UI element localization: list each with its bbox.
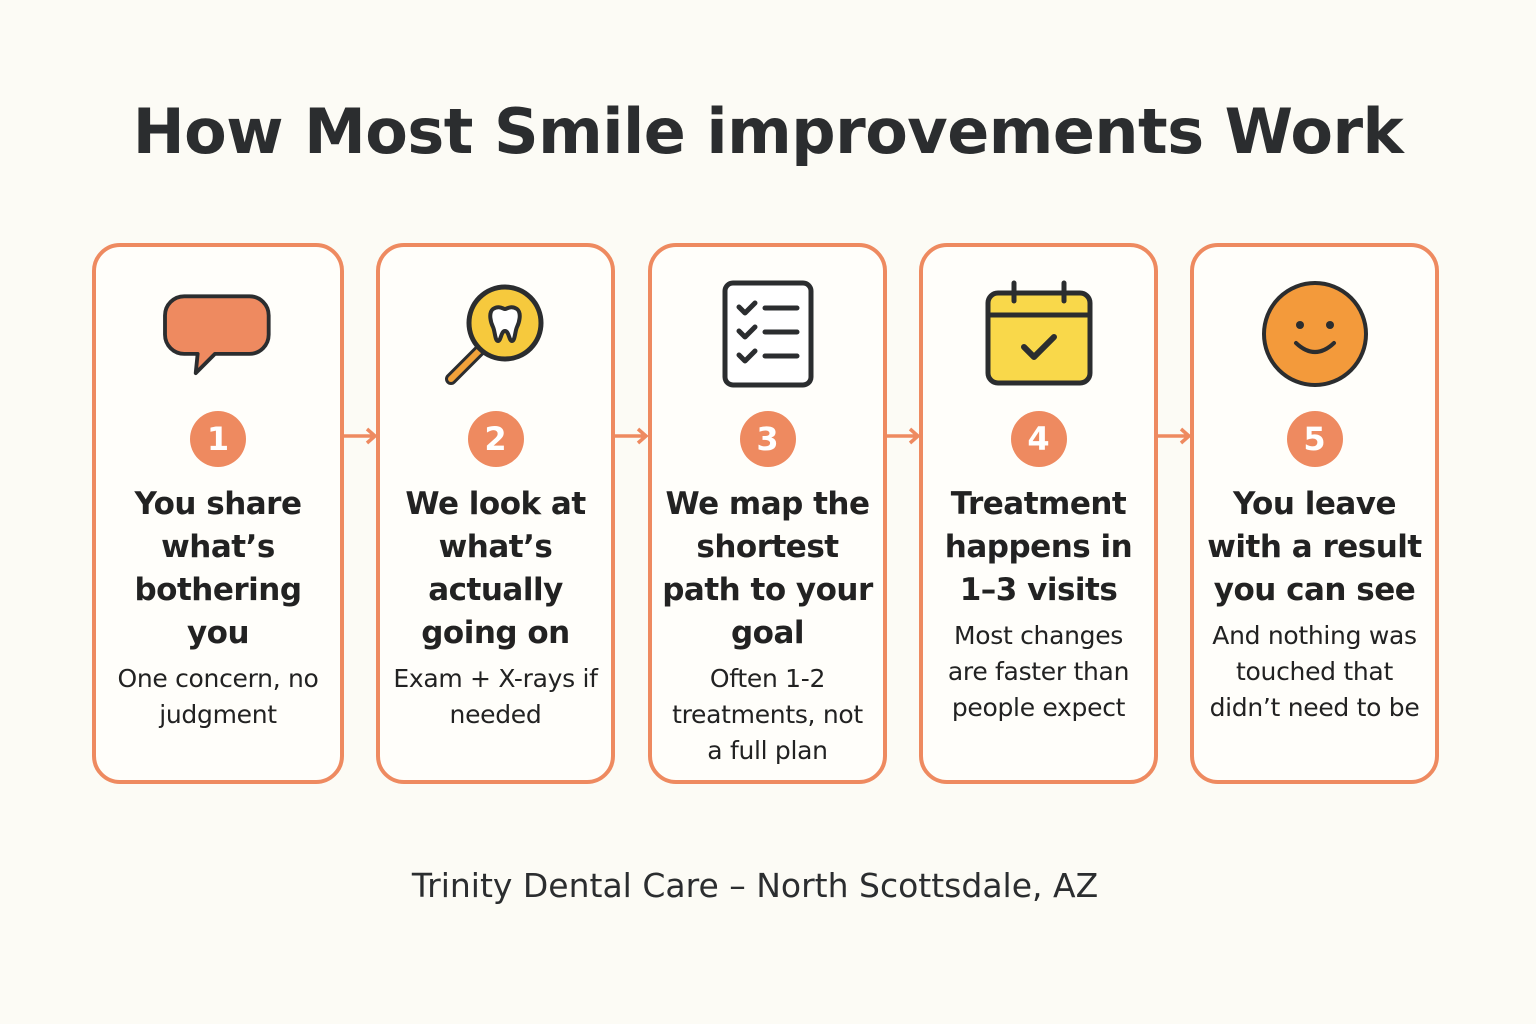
arrow — [1157, 427, 1192, 445]
step-number: 1 — [190, 411, 246, 467]
step-description: One concern, no judgment — [117, 664, 319, 729]
arrow — [614, 427, 649, 445]
step-title-block: You share what’s bothering you One conce… — [106, 483, 330, 733]
icon-smiley — [1261, 281, 1368, 387]
step-description: Most changes are faster than people expe… — [947, 621, 1130, 722]
icon-calendar — [985, 280, 1092, 386]
step-title-block: We map the shortest path to your goal Of… — [662, 483, 873, 769]
step-title: We map the shortest path to your goal — [662, 486, 873, 651]
step-card: 4 Treatment happens in 1–3 visits Most c… — [919, 243, 1158, 784]
title: How Most Smile improvements Work — [132, 95, 1404, 168]
arrow — [886, 427, 921, 445]
step-card: 3 We map the shortest path to your goal … — [648, 243, 887, 784]
step-title: You share what’s bothering you — [134, 486, 302, 651]
step-title-block: Treatment happens in 1–3 visits Most cha… — [933, 483, 1144, 726]
step-description: And nothing was touched that didn’t need… — [1209, 621, 1420, 722]
step-description: Exam + X-rays if needed — [393, 664, 598, 729]
step-description: Often 1-2 treatments, not a full plan — [672, 664, 863, 765]
step-title: You leave with a result you can see — [1207, 486, 1422, 608]
arrow — [343, 427, 378, 445]
step-number: 5 — [1286, 411, 1343, 467]
icon-speech — [163, 294, 271, 376]
step-card: 2 We look at what’s actually going on Ex… — [376, 243, 615, 784]
step-number: 2 — [467, 411, 524, 467]
icon-checklist — [722, 280, 813, 388]
step-title-block: You leave with a result you can see And … — [1204, 483, 1425, 726]
step-title: We look at what’s actually going on — [405, 486, 586, 651]
step-number: 3 — [739, 411, 796, 467]
footer: Trinity Dental Care – North Scottsdale, … — [411, 866, 1099, 905]
step-card: 1 You share what’s bothering you One con… — [92, 243, 344, 784]
step-number: 4 — [1010, 411, 1067, 467]
icon-magnifier — [444, 284, 543, 385]
step-card: 5 You leave with a result you can see An… — [1190, 243, 1439, 784]
step-title: Treatment happens in 1–3 visits — [944, 486, 1133, 608]
step-title-block: We look at what’s actually going on Exam… — [390, 483, 601, 733]
